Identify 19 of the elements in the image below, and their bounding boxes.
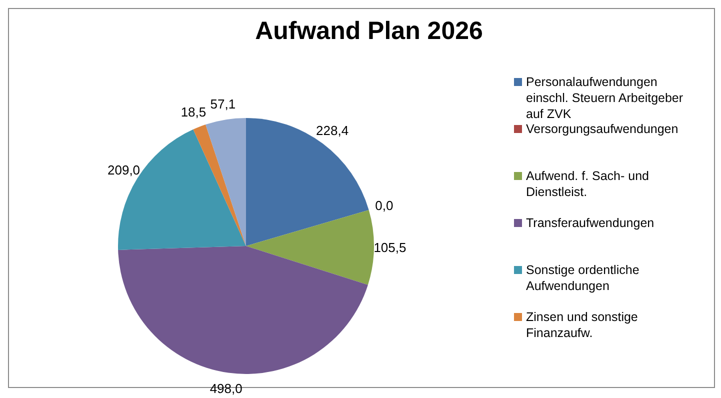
legend-label: Aufwend. f. Sach- und Dienstleist. xyxy=(526,168,650,200)
legend-label: Versorgungsaufwendungen xyxy=(526,121,678,137)
legend-label: Transferaufwendungen xyxy=(526,215,654,231)
pie-slice xyxy=(193,124,246,246)
data-label: 18,5 xyxy=(180,104,206,120)
text: 0,0 xyxy=(375,198,394,213)
data-label: 105,5 xyxy=(374,240,406,256)
pie-slice xyxy=(118,246,368,374)
pie-slice xyxy=(246,118,369,246)
chart-title: Aufwand Plan 2026 xyxy=(254,17,484,46)
legend-label: Zinsen und sonstige Finanzaufw. xyxy=(526,309,639,341)
data-label: 57,1 xyxy=(210,96,236,112)
data-label: 498,0 xyxy=(210,381,242,396)
data-label: 228,4 xyxy=(316,123,349,138)
legend-label: Personalaufwendungen einschl. Steuern Arbeitgeber auf ZVK xyxy=(526,74,684,122)
data-label: 209,0 xyxy=(108,162,140,178)
legend-label: Sonstige ordentliche Aufwendungen xyxy=(526,262,640,294)
pie-slice xyxy=(206,118,246,246)
pie-slice xyxy=(246,210,374,285)
